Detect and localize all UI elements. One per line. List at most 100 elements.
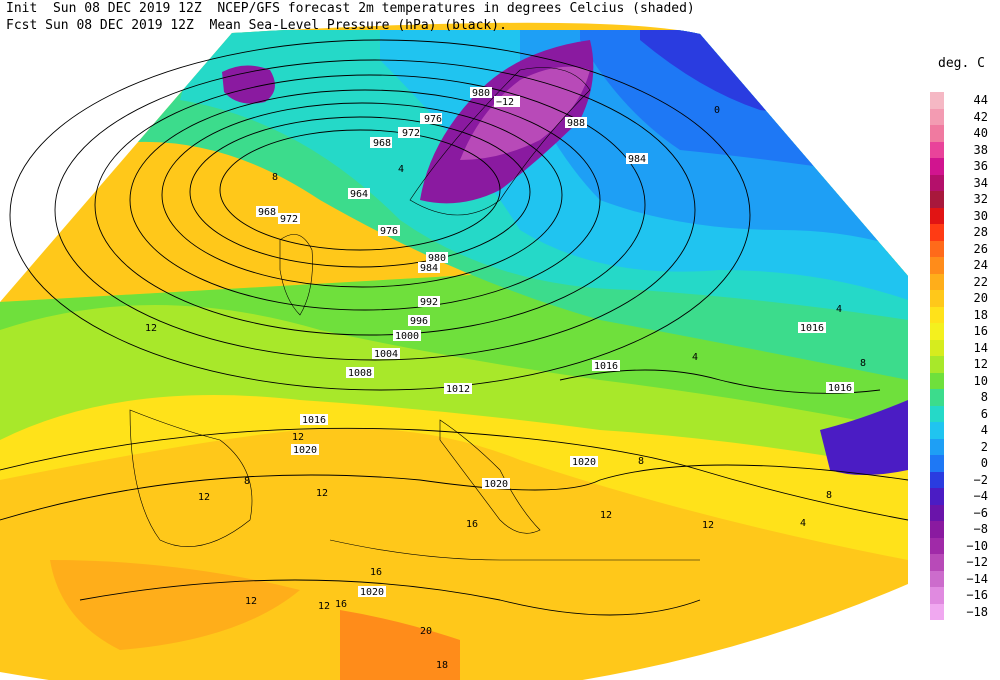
legend-swatch	[930, 455, 944, 472]
svg-text:4: 4	[836, 304, 842, 315]
legend-label: 16	[973, 324, 988, 338]
svg-text:12: 12	[198, 492, 210, 503]
legend-item: −8	[930, 521, 990, 538]
legend-item: −14	[930, 570, 990, 587]
svg-text:980: 980	[428, 253, 446, 264]
legend-swatch	[930, 141, 944, 158]
legend-item: 2	[930, 438, 990, 455]
legend-swatch	[930, 405, 944, 422]
svg-text:16: 16	[335, 599, 347, 610]
legend-label: −18	[966, 604, 988, 619]
legend-item: 34	[930, 174, 990, 191]
legend-swatch	[930, 224, 944, 241]
svg-text:4: 4	[398, 164, 404, 175]
svg-text:8: 8	[860, 358, 866, 369]
legend-label: −4	[973, 489, 988, 503]
svg-text:1020: 1020	[484, 479, 508, 490]
legend-label: −10	[966, 538, 988, 553]
legend-swatch	[930, 570, 944, 587]
legend-item: 22	[930, 273, 990, 290]
legend-swatch	[930, 554, 944, 571]
svg-text:12: 12	[600, 510, 612, 521]
mslp-isobars	[0, 39, 909, 616]
legend-item: 38	[930, 141, 990, 158]
header-init-line: Init Sun 08 DEC 2019 12Z NCEP/GFS foreca…	[6, 1, 695, 16]
svg-text:1016: 1016	[800, 323, 824, 334]
legend-item: −2	[930, 471, 990, 488]
svg-text:16: 16	[370, 567, 382, 578]
legend-label: 0	[980, 456, 988, 470]
legend-swatch	[930, 339, 944, 356]
header-forecast-line: Fcst Sun 08 DEC 2019 12Z Mean Sea-Level …	[6, 18, 507, 33]
svg-text:8: 8	[272, 172, 278, 183]
legend-swatch	[930, 323, 944, 340]
svg-text:0: 0	[714, 105, 720, 116]
legend-item: 0	[930, 455, 990, 472]
legend-label: 2	[980, 439, 988, 454]
svg-text:12: 12	[318, 601, 330, 612]
svg-text:1016: 1016	[828, 383, 852, 394]
legend-swatch	[930, 372, 944, 389]
legend-swatch	[930, 471, 944, 488]
isobar-labels: 1000 976 972 968 964 968 972 976 980 988…	[256, 87, 854, 598]
legend-swatch	[930, 174, 944, 191]
legend-swatch	[930, 356, 944, 373]
svg-text:972: 972	[402, 128, 420, 139]
svg-text:1008: 1008	[348, 368, 372, 379]
svg-text:1004: 1004	[374, 349, 398, 360]
legend-item: −10	[930, 537, 990, 554]
svg-text:972: 972	[280, 214, 298, 225]
legend-title: deg. C	[938, 56, 985, 71]
svg-text:4: 4	[692, 352, 698, 363]
legend-swatch	[930, 108, 944, 125]
svg-text:1012: 1012	[446, 384, 470, 395]
svg-text:984: 984	[420, 263, 438, 274]
legend-label: −14	[966, 571, 988, 586]
svg-text:1020: 1020	[293, 445, 317, 456]
legend-item: −6	[930, 504, 990, 521]
legend-swatch	[930, 603, 944, 620]
legend-label: 36	[973, 159, 988, 173]
legend-item: 42	[930, 108, 990, 125]
legend-item: −12	[930, 554, 990, 571]
svg-text:4: 4	[800, 518, 806, 529]
legend-label: 28	[973, 225, 988, 239]
svg-text:988: 988	[567, 118, 585, 129]
legend-label: −12	[966, 555, 988, 569]
legend-label: 26	[973, 241, 988, 256]
legend-label: −8	[973, 522, 988, 536]
legend-label: 40	[973, 126, 988, 140]
legend-swatch	[930, 257, 944, 274]
legend-item: 36	[930, 158, 990, 175]
svg-text:968: 968	[258, 207, 276, 218]
legend-label: −2	[973, 472, 988, 487]
legend-label: 44	[973, 93, 988, 107]
svg-text:1000: 1000	[395, 331, 419, 342]
legend-swatch	[930, 488, 944, 505]
legend-label: 20	[973, 291, 988, 305]
legend-label: 14	[973, 340, 988, 355]
legend-item: −16	[930, 587, 990, 604]
svg-text:976: 976	[380, 226, 398, 237]
legend-label: −6	[973, 505, 988, 520]
legend-swatch	[930, 438, 944, 455]
coastlines	[129, 67, 700, 561]
legend-label: 12	[973, 357, 988, 371]
legend-swatch	[930, 587, 944, 604]
svg-text:1016: 1016	[302, 415, 326, 426]
legend-label: 32	[973, 192, 988, 206]
legend-label: 6	[980, 406, 988, 421]
svg-text:1020: 1020	[360, 587, 384, 598]
legend-swatch	[930, 207, 944, 224]
legend-label: 8	[980, 390, 988, 404]
legend-label: 30	[973, 208, 988, 223]
legend-swatch	[930, 191, 944, 208]
legend-label: 10	[973, 373, 988, 388]
svg-text:980: 980	[472, 88, 490, 99]
svg-text:12: 12	[292, 432, 304, 443]
legend-swatch	[930, 537, 944, 554]
svg-text:12: 12	[145, 323, 157, 334]
legend-item: 18	[930, 306, 990, 323]
svg-text:964: 964	[350, 189, 368, 200]
